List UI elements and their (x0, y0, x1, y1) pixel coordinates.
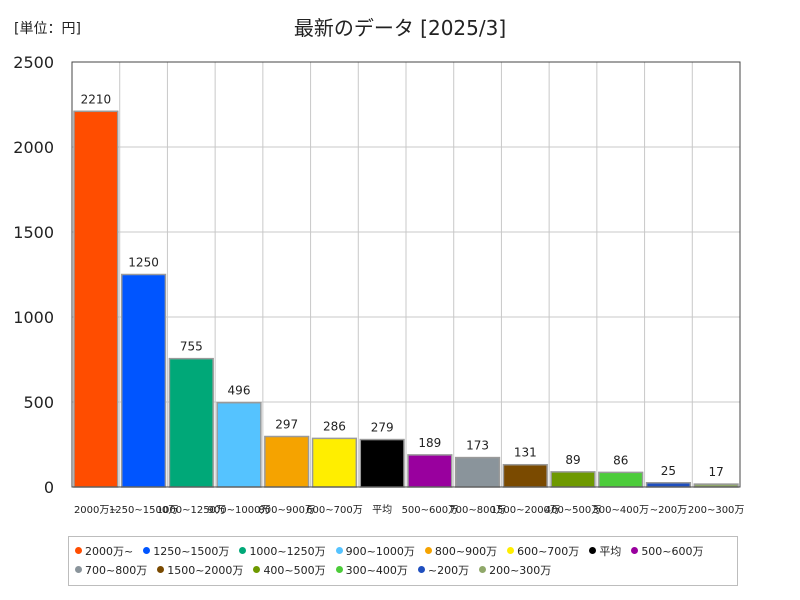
legend-marker (239, 547, 247, 554)
bar (359, 438, 405, 488)
bar (502, 463, 548, 488)
bar (311, 437, 358, 488)
y-tick-label: 2500 (13, 53, 54, 72)
legend-label: 500~600万 (641, 544, 704, 558)
x-tick-label: 1000~1250万 (157, 505, 226, 516)
x-tick-label: 400~500万 (545, 505, 602, 516)
data-label: 2210 (81, 92, 112, 106)
x-tick-label: 平均 (372, 504, 392, 516)
legend-label: 1500~2000万 (167, 563, 244, 577)
x-tick-label: 1500~2000万 (491, 505, 560, 516)
legend-label: 平均 (599, 544, 622, 558)
legend-marker (157, 566, 165, 573)
x-tick-label: ~200万 (650, 505, 687, 516)
legend-item: 700~800万 (75, 560, 147, 579)
bar (168, 357, 214, 488)
legend-marker (424, 547, 432, 554)
x-tick-label: 200~300万 (688, 505, 745, 516)
legend-label: 200~300万 (489, 563, 552, 577)
chart-title: 最新のデータ [2025/3] (293, 16, 507, 40)
x-tick-label: 1250~1500万 (109, 505, 178, 516)
legend-label: ~200万 (427, 563, 470, 577)
legend-item: 300~400万 (335, 560, 408, 579)
bar (120, 273, 167, 488)
x-tick-label: 800~900万 (258, 505, 315, 516)
data-label: 189 (418, 436, 441, 450)
legend-item: 400~500万 (253, 560, 326, 579)
bar (550, 471, 596, 488)
legend-marker (75, 566, 82, 573)
legend-marker (479, 566, 487, 573)
bar (73, 110, 119, 488)
legend-label: 1000~1250万 (249, 544, 326, 558)
data-label: 17 (709, 465, 724, 479)
legend-label: 800~900万 (434, 544, 498, 558)
x-tick-label: 500~600万 (402, 505, 459, 516)
y-tick-label: 0 (44, 478, 54, 497)
legend-item: 2000万~ (75, 541, 133, 560)
y-tick-label: 1500 (13, 223, 54, 242)
legend-marker (589, 547, 597, 554)
data-label: 89 (565, 453, 580, 467)
legend-label: 900~1000万 (345, 544, 415, 558)
bars (73, 110, 739, 488)
legend-item: 600~700万 (507, 541, 579, 560)
data-label: 286 (323, 419, 346, 433)
bar (216, 401, 262, 488)
legend-item: 500~600万 (631, 541, 704, 560)
bar (454, 456, 501, 488)
legend-marker (335, 566, 343, 573)
x-tick-label: 900~1000万 (208, 505, 271, 516)
legend-label: 400~500万 (263, 563, 326, 577)
y-axis: 0 500 1000 1500 2000 2500 (13, 53, 54, 497)
unit-label: [単位：円] (14, 21, 81, 37)
legend-item: ~200万 (417, 560, 470, 579)
bar (598, 471, 644, 488)
data-label: 86 (613, 453, 628, 467)
x-axis: 2000万~1250~1500万1000~1250万900~1000万800~9… (74, 504, 744, 516)
legend-marker (417, 566, 425, 573)
x-tick-label: 300~400万 (592, 505, 649, 516)
data-label: 173 (466, 439, 489, 453)
data-label: 131 (514, 446, 537, 460)
legend-item: 1500~2000万 (157, 560, 243, 579)
legend-item: 900~1000万 (335, 541, 415, 560)
data-label: 496 (228, 384, 251, 398)
x-tick-label: 2000万~ (74, 505, 118, 516)
bar (645, 482, 692, 488)
x-tick-label: 600~700万 (306, 505, 363, 516)
legend-marker (335, 547, 343, 554)
legend: 2000万~ 1250~1500万 1000~1250万 900~1000万 800~9… (68, 536, 738, 586)
legend-label: 700~800万 (85, 563, 148, 577)
legend-marker (507, 547, 515, 554)
plot-frame (71, 61, 741, 488)
legend-item: 200~300万 (479, 560, 551, 579)
legend-item: 1250~1500万 (143, 541, 229, 560)
legend-item: 平均 (589, 541, 621, 560)
legend-label: 1250~1500万 (153, 544, 230, 558)
bar (407, 454, 453, 488)
legend-item: 1000~1250万 (239, 541, 326, 560)
x-tick-label: 700~800万 (449, 505, 506, 516)
data-label: 755 (180, 340, 203, 354)
legend-label: 300~400万 (345, 563, 408, 577)
data-label: 297 (275, 418, 298, 432)
legend-label: 600~700万 (517, 544, 580, 558)
y-tick-label: 500 (23, 393, 54, 412)
legend-marker (631, 547, 639, 554)
y-tick-label: 2000 (13, 138, 54, 157)
legend-label: 2000万~ (85, 544, 134, 558)
legend-marker (253, 566, 261, 573)
data-label: 279 (371, 421, 394, 435)
data-label: 1250 (128, 256, 159, 270)
y-tick-label: 1000 (13, 308, 54, 327)
data-label: 25 (661, 464, 676, 478)
legend-item: 800~900万 (424, 541, 498, 560)
bar (264, 435, 310, 488)
legend-marker (75, 547, 82, 554)
data-labels: 2210 1250 755 496 297 286 279 189 173 131 89 86 25 17 (81, 92, 724, 479)
legend-marker (143, 547, 151, 554)
